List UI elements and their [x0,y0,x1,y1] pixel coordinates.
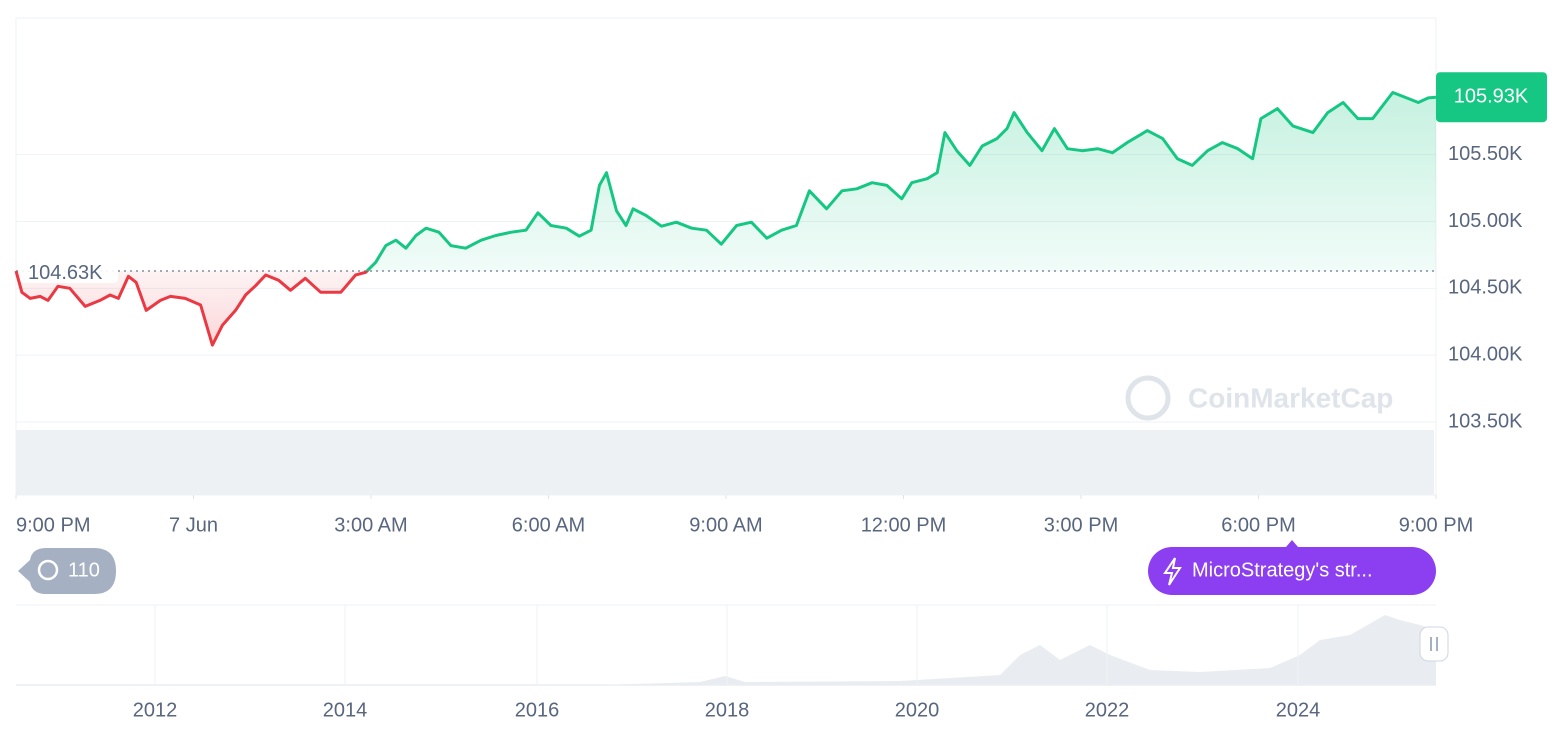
news-icon [1163,557,1182,586]
x-tick-label: 6:00 AM [512,514,585,536]
y-tick-label: 104.00K [1448,343,1523,365]
x-tick-label: 6:00 PM [1221,514,1295,536]
watermark-logo [1125,375,1171,421]
watermark: CoinMarketCap [1125,375,1393,421]
price-area [16,92,1436,346]
navigator-label: 2014 [323,699,368,721]
navigator-label: 2012 [133,699,178,721]
x-tick-label: 7 Jun [169,514,218,536]
watermark-text: CoinMarketCap [1188,382,1393,413]
navigator-label: 2020 [895,699,940,721]
x-tick-label: 3:00 PM [1044,514,1118,536]
baseline-label: 104.63K [28,262,103,284]
last-price-label: 105.93K [1454,85,1529,107]
navigator-history [16,615,1436,685]
history-count[interactable]: 110 [68,559,100,581]
navigator [16,604,1449,686]
history-icon [37,559,59,581]
navigator-label: 2018 [705,699,750,721]
y-tick-label: 105.50K [1448,143,1523,165]
news-text[interactable]: MicroStrategy's str... [1192,559,1373,581]
history-badge[interactable] [18,548,116,594]
x-tick-label: 9:00 AM [689,514,762,536]
navigator-label: 2016 [515,699,560,721]
y-tick-label: 104.50K [1448,277,1523,299]
navigator-label: 2024 [1276,699,1321,721]
last-price-badge [1436,72,1547,123]
price-line [14,91,1437,347]
x-tick-label: 12:00 PM [861,514,947,536]
x-tick-label: 3:00 AM [334,514,407,536]
navigator-handle[interactable] [1419,626,1449,662]
news-pointer [1286,540,1298,547]
y-tick-label: 103.50K [1448,410,1523,432]
plot-layer [14,91,1437,499]
volume-bars [16,430,1434,495]
x-tick-label: 9:00 PM [16,514,90,536]
baseline-label-bg [20,256,118,283]
y-tick-label: 105.00K [1448,210,1523,232]
navigator-label: 2022 [1085,699,1130,721]
x-tick-label: 9:00 PM [1399,514,1473,536]
news-badge[interactable] [1148,547,1436,595]
